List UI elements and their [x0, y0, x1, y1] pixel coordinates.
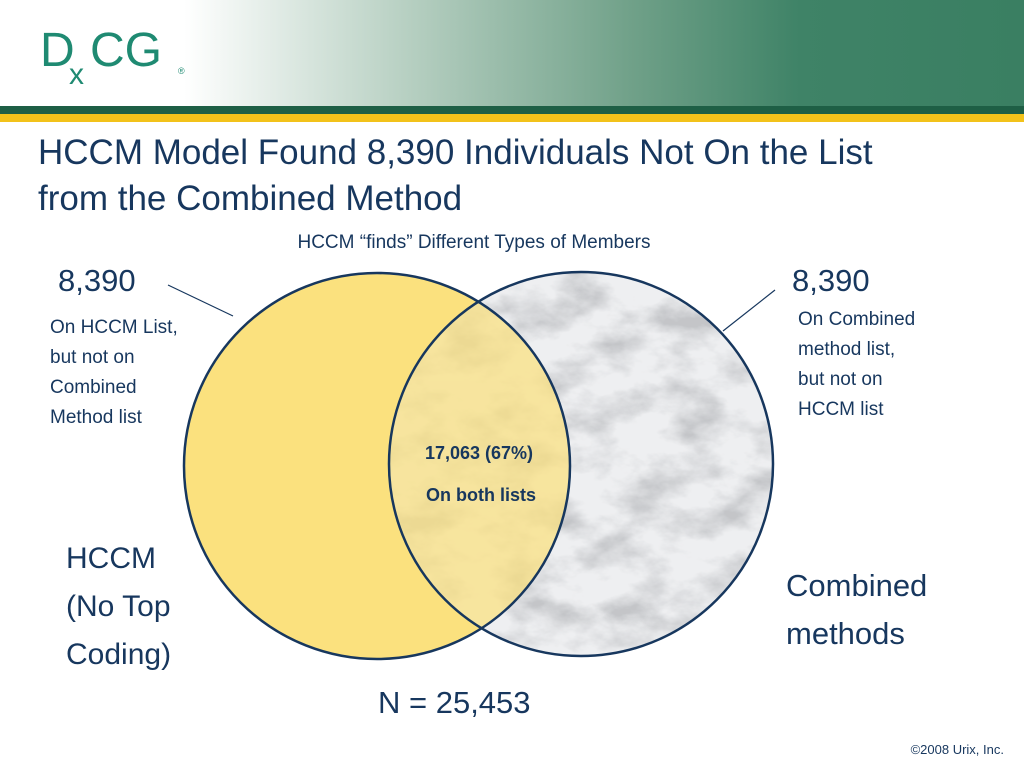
left-name-line: Coding)	[66, 638, 172, 671]
left-circle-outline	[182, 271, 572, 661]
left-set-count: 8,390	[58, 263, 136, 298]
title-line-1: HCCM Model Found 8,390 Individuals Not O…	[38, 133, 873, 172]
header-gradient-band	[0, 0, 1024, 110]
right-circle-outline	[387, 270, 775, 658]
left-count-leader-line	[167, 284, 234, 317]
right-desc-line: method list,	[798, 339, 896, 360]
logo-d: D	[40, 24, 75, 77]
right-desc-line: HCCM list	[798, 399, 884, 420]
left-name-line: (No Top	[66, 590, 171, 623]
right-set-count: 8,390	[792, 263, 870, 298]
dxcg-logo: D x CG ®	[40, 24, 185, 91]
right-name-line: Combined	[786, 568, 928, 603]
left-name-line: HCCM	[66, 542, 156, 575]
right-name-line: methods	[786, 616, 905, 651]
logo-registered-mark: ®	[178, 66, 185, 76]
copyright-footer: ©2008 Urix, Inc.	[910, 742, 1004, 757]
title-line-2: from the Combined Method	[38, 179, 463, 218]
right-desc-line: On Combined	[798, 309, 916, 330]
header-green-stripe	[0, 106, 1024, 114]
left-set-description: On HCCM List, but not on Combined Method…	[50, 313, 178, 433]
logo-x: x	[69, 58, 84, 91]
left-desc-line: Combined	[50, 377, 137, 398]
slide-subtitle: HCCM “finds” Different Types of Members	[297, 232, 651, 253]
left-desc-line: Method list	[50, 407, 142, 428]
slide-title: HCCM Model Found 8,390 Individuals Not O…	[38, 130, 998, 222]
right-count-leader-line	[722, 289, 776, 332]
left-set-name: HCCM (No Top Coding)	[66, 535, 171, 679]
right-set-name: Combined methods	[786, 562, 927, 658]
left-desc-line: On HCCM List,	[50, 317, 178, 338]
left-desc-line: but not on	[50, 347, 135, 368]
right-set-description: On Combined method list, but not on HCCM…	[798, 305, 915, 425]
header-gold-stripe	[0, 114, 1024, 122]
overlap-count: 17,063 (67%)	[424, 443, 534, 463]
overlap-label: On both lists	[426, 485, 536, 505]
right-desc-line: but not on	[798, 369, 883, 390]
total-count: N = 25,453	[378, 685, 531, 720]
logo-cg: CG	[90, 24, 162, 77]
